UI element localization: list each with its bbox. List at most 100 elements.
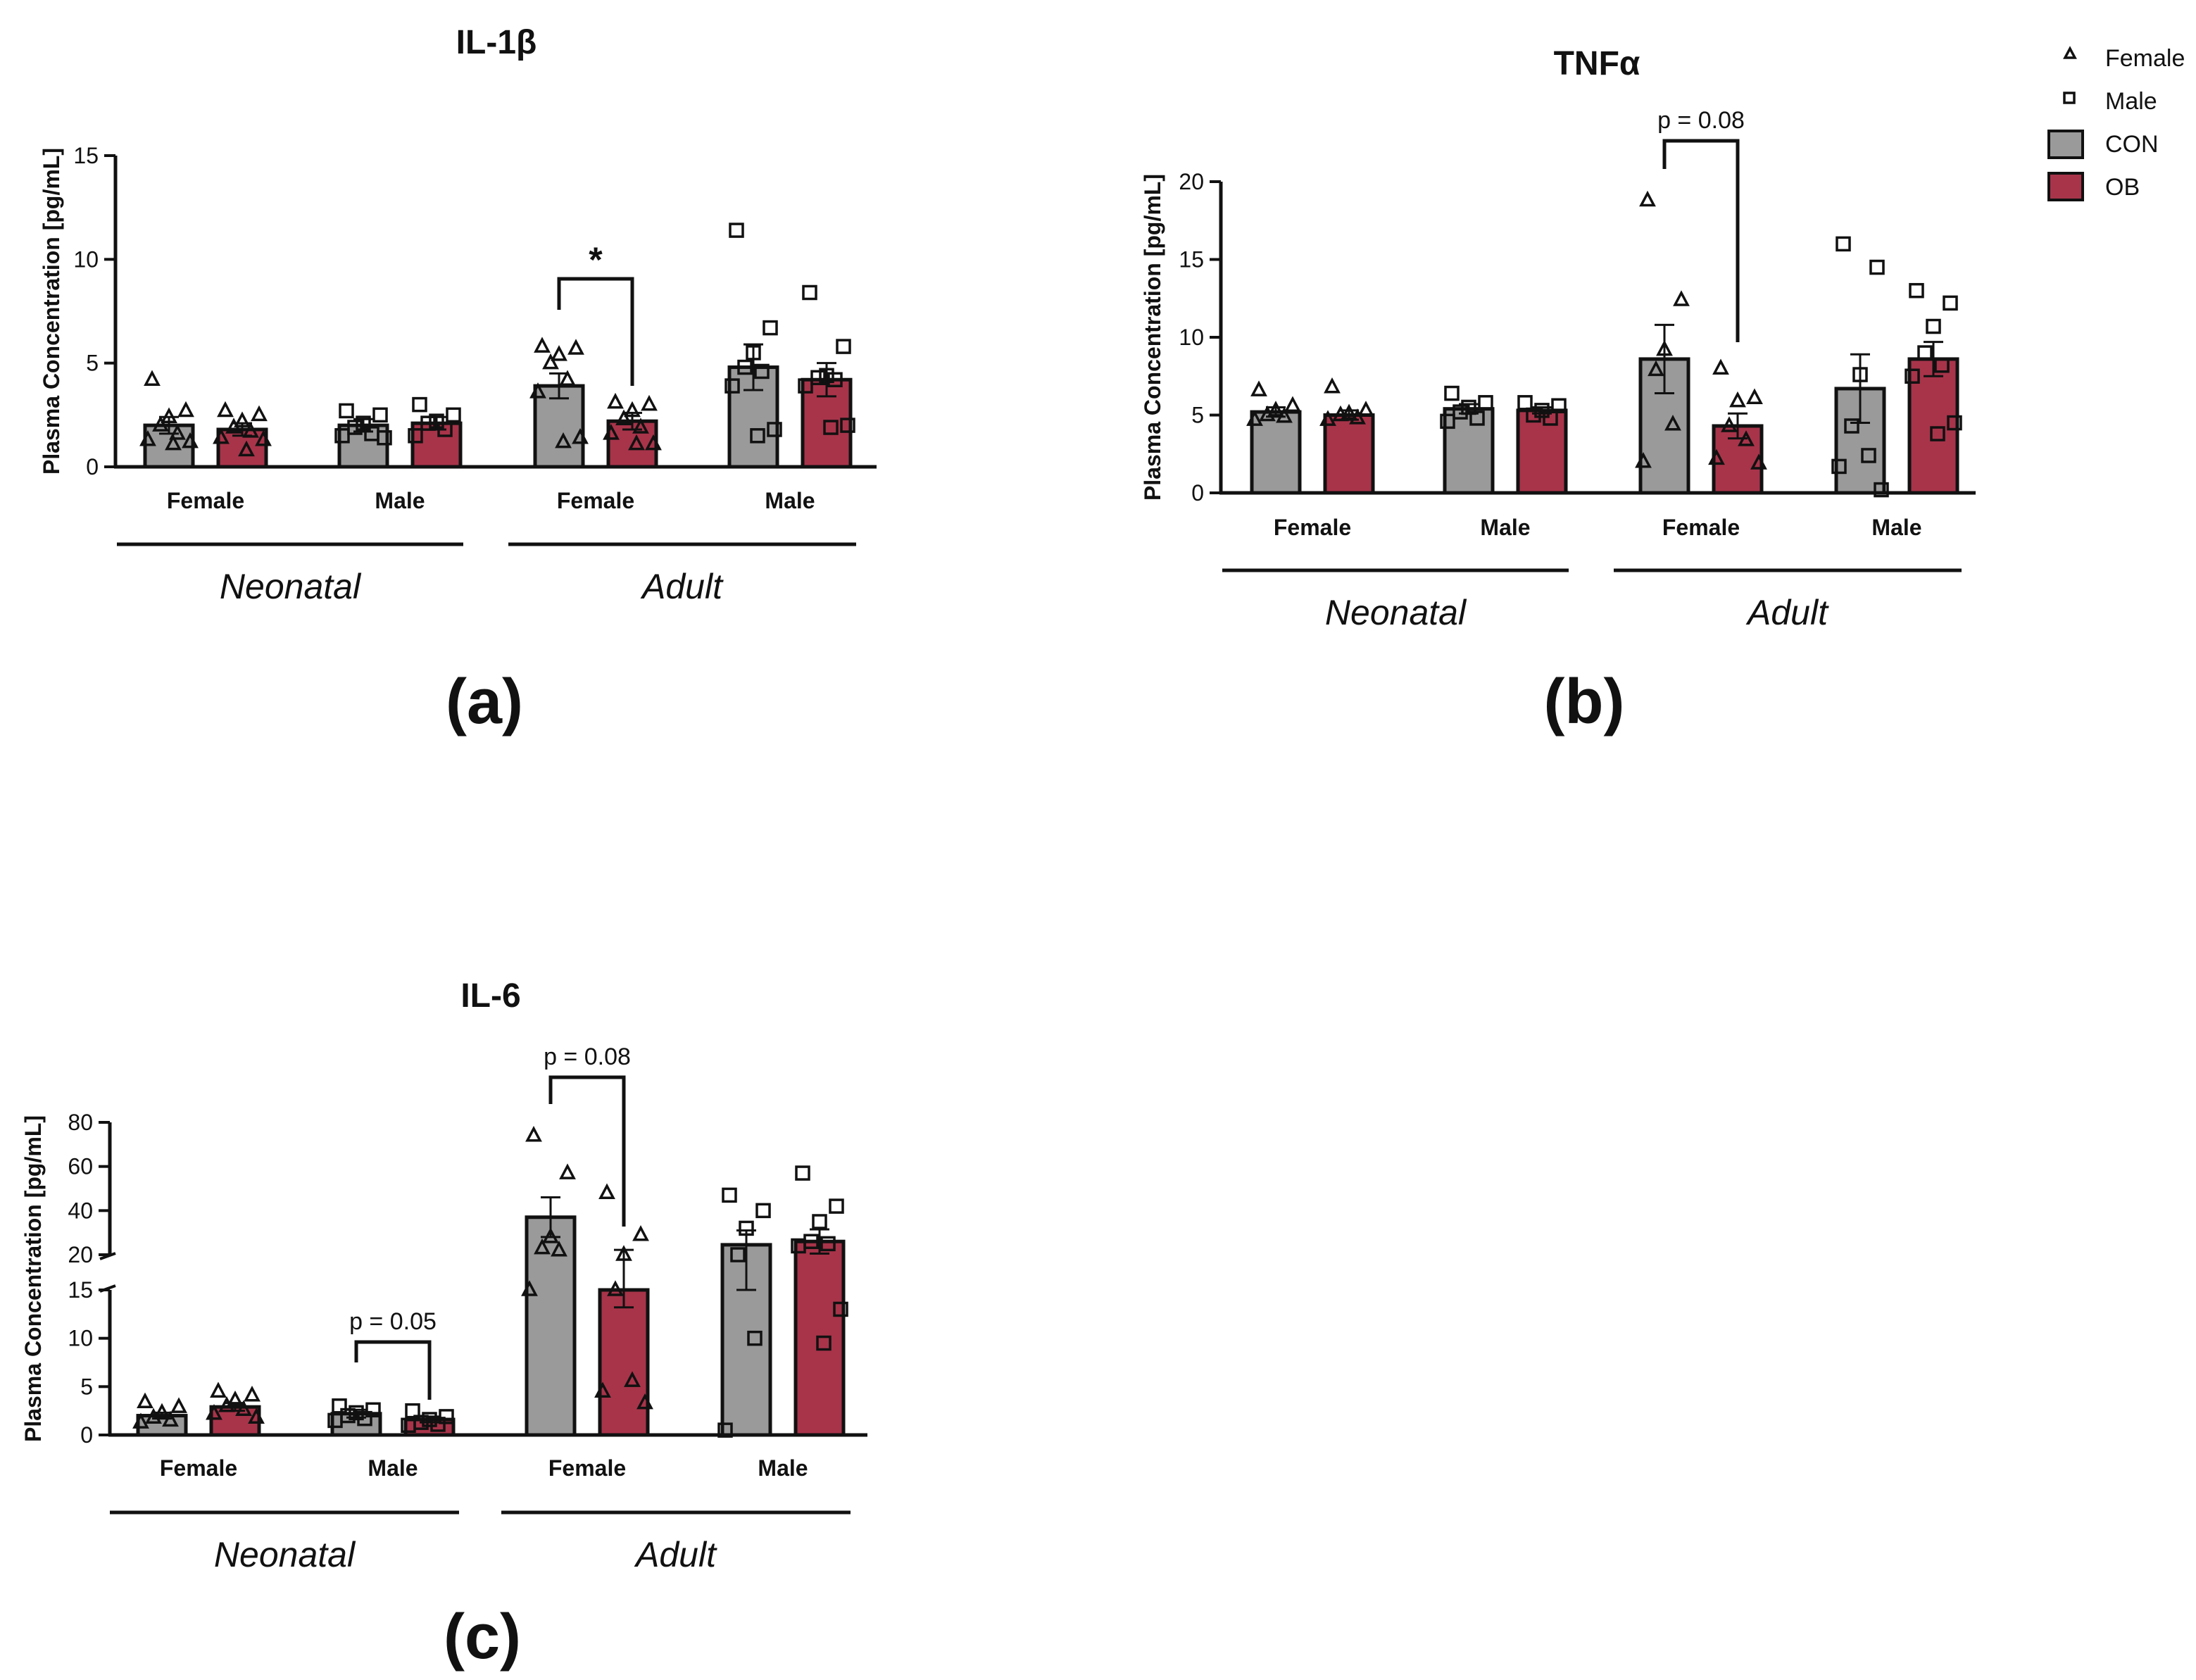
- data-point-male: [816, 1335, 832, 1351]
- data-point-male: [1852, 367, 1868, 382]
- data-point-female: [1332, 405, 1349, 422]
- data-point-male: [405, 1403, 420, 1419]
- data-point-male: [730, 1247, 746, 1262]
- legend-female-label: Female: [2105, 45, 2185, 72]
- data-point-female: [1267, 401, 1284, 417]
- bar-ob: [793, 1239, 846, 1437]
- y-tick-label: 10: [68, 1326, 93, 1351]
- bar-ob: [598, 1288, 650, 1437]
- data-point-female: [542, 1227, 559, 1243]
- data-point-female: [624, 401, 641, 418]
- data-point-female: [248, 1408, 265, 1424]
- data-point-female: [235, 1400, 252, 1417]
- y-tick-label: 0: [86, 454, 99, 479]
- data-point-male: [739, 1220, 754, 1236]
- y-tick-label: 15: [73, 143, 99, 168]
- bar-ob: [1907, 357, 1959, 495]
- data-point-female: [170, 1397, 187, 1413]
- significance-bracket: [1662, 139, 1740, 342]
- data-point-male: [1909, 282, 1924, 299]
- data-point-female: [628, 434, 645, 451]
- category-label: Male: [375, 488, 425, 513]
- data-point-female: [161, 407, 177, 424]
- y-tick-label: 40: [68, 1198, 93, 1223]
- data-point-female: [534, 337, 551, 353]
- data-point-female: [244, 1385, 261, 1402]
- data-point-female: [1673, 290, 1690, 306]
- category-label: Male: [368, 1455, 418, 1481]
- category-label: Female: [160, 1455, 237, 1481]
- data-point-male: [334, 428, 350, 444]
- data-point-female: [152, 415, 169, 432]
- data-point-male: [1934, 358, 1950, 373]
- data-point-female: [242, 422, 259, 438]
- data-point-male: [1444, 385, 1460, 401]
- bar-con: [1443, 407, 1495, 495]
- legend: Female Male CON OB: [2047, 45, 2185, 201]
- data-point-female: [225, 418, 242, 434]
- data-point-male: [724, 378, 740, 394]
- data-point-female: [177, 401, 194, 418]
- data-point-female: [145, 1408, 162, 1424]
- data-point-male: [810, 370, 826, 386]
- category-label: Female: [167, 488, 244, 513]
- data-point-male: [747, 1330, 763, 1346]
- y-tick-label: 0: [1191, 480, 1204, 506]
- chart-title: IL-6: [460, 977, 520, 1015]
- data-point-male: [836, 339, 851, 354]
- data-point-male: [791, 1238, 806, 1254]
- chart-title: IL-1β: [456, 24, 537, 61]
- data-point-male: [1551, 398, 1567, 413]
- data-point-female: [615, 409, 632, 425]
- data-point-female: [182, 432, 199, 449]
- data-point-female: [1250, 380, 1267, 396]
- y-tick-label: 5: [86, 351, 99, 376]
- data-point-female: [551, 1240, 567, 1257]
- legend-ob-swatch: [2047, 172, 2084, 201]
- data-point-male: [750, 428, 765, 444]
- y-tick-label: 10: [73, 246, 99, 272]
- bar-ob: [1516, 408, 1568, 495]
- data-point-male: [1836, 236, 1851, 252]
- y-tick-label: 80: [68, 1110, 93, 1135]
- data-point-female: [169, 424, 186, 440]
- y-tick-label: 20: [68, 1242, 93, 1267]
- data-point-male: [377, 430, 392, 446]
- panel-label: (b): [1544, 667, 1625, 737]
- chart-il1b: IL-1β 0 5 10 15 Plasma Concentration [pg/mL] *…: [39, 24, 877, 737]
- data-point-male: [1874, 482, 1889, 498]
- data-point-male: [1905, 368, 1920, 384]
- data-point-male: [829, 1198, 844, 1214]
- y-tick-label: 0: [80, 1422, 93, 1448]
- data-point-male: [422, 1412, 437, 1427]
- data-point-female: [534, 1238, 551, 1255]
- data-point-female: [227, 1390, 244, 1407]
- data-point-female: [1721, 416, 1738, 432]
- chart-tnfa: TNFα 0 5 10 15 20 Plasma Concentration [pg/mL]…: [1140, 45, 1976, 737]
- data-point-female: [1712, 358, 1729, 375]
- data-point-male: [754, 363, 770, 380]
- data-point-female: [1635, 452, 1652, 468]
- data-point-female: [218, 1396, 235, 1412]
- data-point-male: [1943, 295, 1958, 311]
- data-point-female: [632, 418, 649, 434]
- y-tick-label: 10: [1179, 325, 1204, 350]
- data-point-female: [567, 339, 584, 355]
- data-point-female: [217, 401, 234, 418]
- data-point-female: [162, 1410, 179, 1427]
- significance-bracket: [557, 277, 634, 386]
- legend-con-label: CON: [2105, 131, 2159, 158]
- data-point-male: [1534, 403, 1550, 418]
- group-label: Adult: [634, 1535, 717, 1574]
- data-point-female: [1341, 403, 1357, 420]
- data-point-male: [1930, 426, 1945, 441]
- data-point-male: [833, 1301, 848, 1317]
- data-point-male: [729, 222, 744, 238]
- chart-il6: IL-6 0 5 10 15 20 40 60 80 Plasma Concentration […: [20, 977, 867, 1672]
- category-label: Male: [765, 488, 815, 513]
- data-point-male: [408, 428, 423, 444]
- data-point-male: [1844, 418, 1859, 434]
- data-point-female: [210, 1381, 227, 1398]
- data-point-female: [641, 394, 658, 411]
